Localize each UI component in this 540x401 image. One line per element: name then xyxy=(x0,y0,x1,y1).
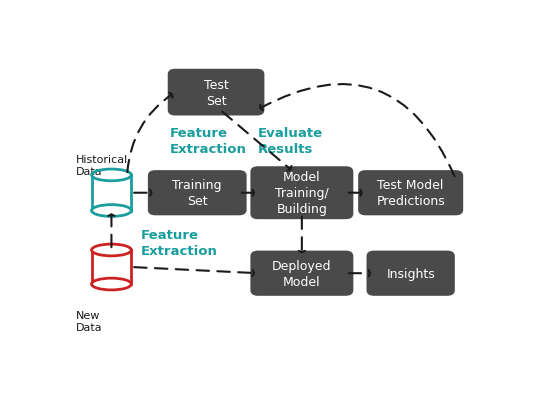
Ellipse shape xyxy=(92,205,131,217)
Text: Model
Training/
Building: Model Training/ Building xyxy=(275,171,329,216)
Ellipse shape xyxy=(92,170,131,181)
FancyBboxPatch shape xyxy=(251,251,353,296)
Text: Feature
Extraction: Feature Extraction xyxy=(141,228,218,257)
Polygon shape xyxy=(92,250,131,284)
Text: Test
Set: Test Set xyxy=(204,79,228,107)
Ellipse shape xyxy=(92,278,131,290)
FancyBboxPatch shape xyxy=(148,171,247,216)
Text: Test Model
Predictions: Test Model Predictions xyxy=(376,179,445,208)
Text: New
Data: New Data xyxy=(76,310,103,332)
Text: Feature
Extraction: Feature Extraction xyxy=(170,126,247,155)
Text: Insights: Insights xyxy=(386,267,435,280)
FancyBboxPatch shape xyxy=(251,167,353,220)
FancyBboxPatch shape xyxy=(168,70,265,116)
Text: Training
Set: Training Set xyxy=(172,179,222,208)
FancyBboxPatch shape xyxy=(367,251,455,296)
Text: Evaluate
Results: Evaluate Results xyxy=(258,126,323,155)
Ellipse shape xyxy=(92,245,131,256)
FancyBboxPatch shape xyxy=(358,171,463,216)
Polygon shape xyxy=(92,176,131,211)
Text: Historical
Data: Historical Data xyxy=(76,154,128,176)
Text: Deployed
Model: Deployed Model xyxy=(272,259,332,288)
